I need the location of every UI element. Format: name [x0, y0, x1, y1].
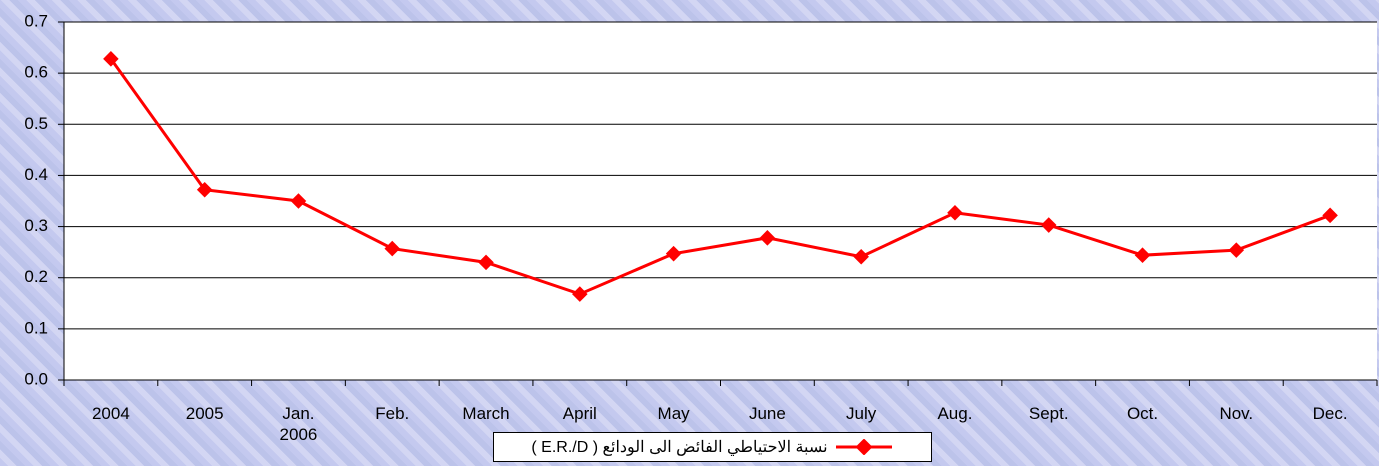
y-tick-label: 0.5 [24, 114, 48, 133]
y-tick-label: 0.1 [24, 318, 48, 337]
y-tick-label: 0.4 [24, 165, 48, 184]
plot-area [64, 22, 1377, 380]
data-point [103, 51, 119, 67]
y-tick-label: 0.2 [24, 267, 48, 286]
data-point [384, 240, 401, 257]
legend-label: نسبة الاحتياطي الفائض الى الودائع ( E.R.… [531, 439, 828, 456]
x-tick-label: 2004 [91, 404, 130, 423]
data-point [947, 204, 963, 221]
x-tick-label: July [846, 404, 877, 423]
data-point [1322, 207, 1338, 224]
x-tick-label: Jan. 2006 [279, 404, 318, 444]
x-tick-label: June [748, 404, 786, 423]
data-point [1040, 217, 1057, 233]
data-point [290, 193, 307, 209]
data-point [1134, 247, 1151, 263]
x-tick-label: Feb. [375, 404, 410, 423]
x-tick-label: Oct. [1126, 404, 1159, 423]
series-line [109, 57, 1331, 296]
x-tick-label: Nov. [1219, 404, 1254, 423]
y-tick-label: 0.3 [24, 216, 48, 235]
x-tick-label: Sept. [1028, 404, 1069, 423]
x-tick-label: 2005 [185, 404, 224, 423]
y-tick-label: 0.0 [24, 369, 48, 388]
y-tick-label: 0.6 [24, 63, 48, 82]
legend: نسبة الاحتياطي الفائض الى الودائع ( E.R.… [493, 432, 932, 462]
y-tick-label: 0.7 [24, 11, 48, 30]
data-point [759, 230, 776, 246]
x-tick-label: April [562, 404, 597, 423]
x-tick-label: Dec. [1312, 404, 1348, 423]
x-tick-label: May [657, 404, 690, 423]
x-tick-label: Aug. [937, 404, 973, 423]
data-point [196, 181, 213, 198]
legend-swatch [835, 439, 892, 455]
data-point [1228, 242, 1245, 258]
x-tick-label: March [462, 404, 510, 423]
data-point [853, 248, 869, 265]
